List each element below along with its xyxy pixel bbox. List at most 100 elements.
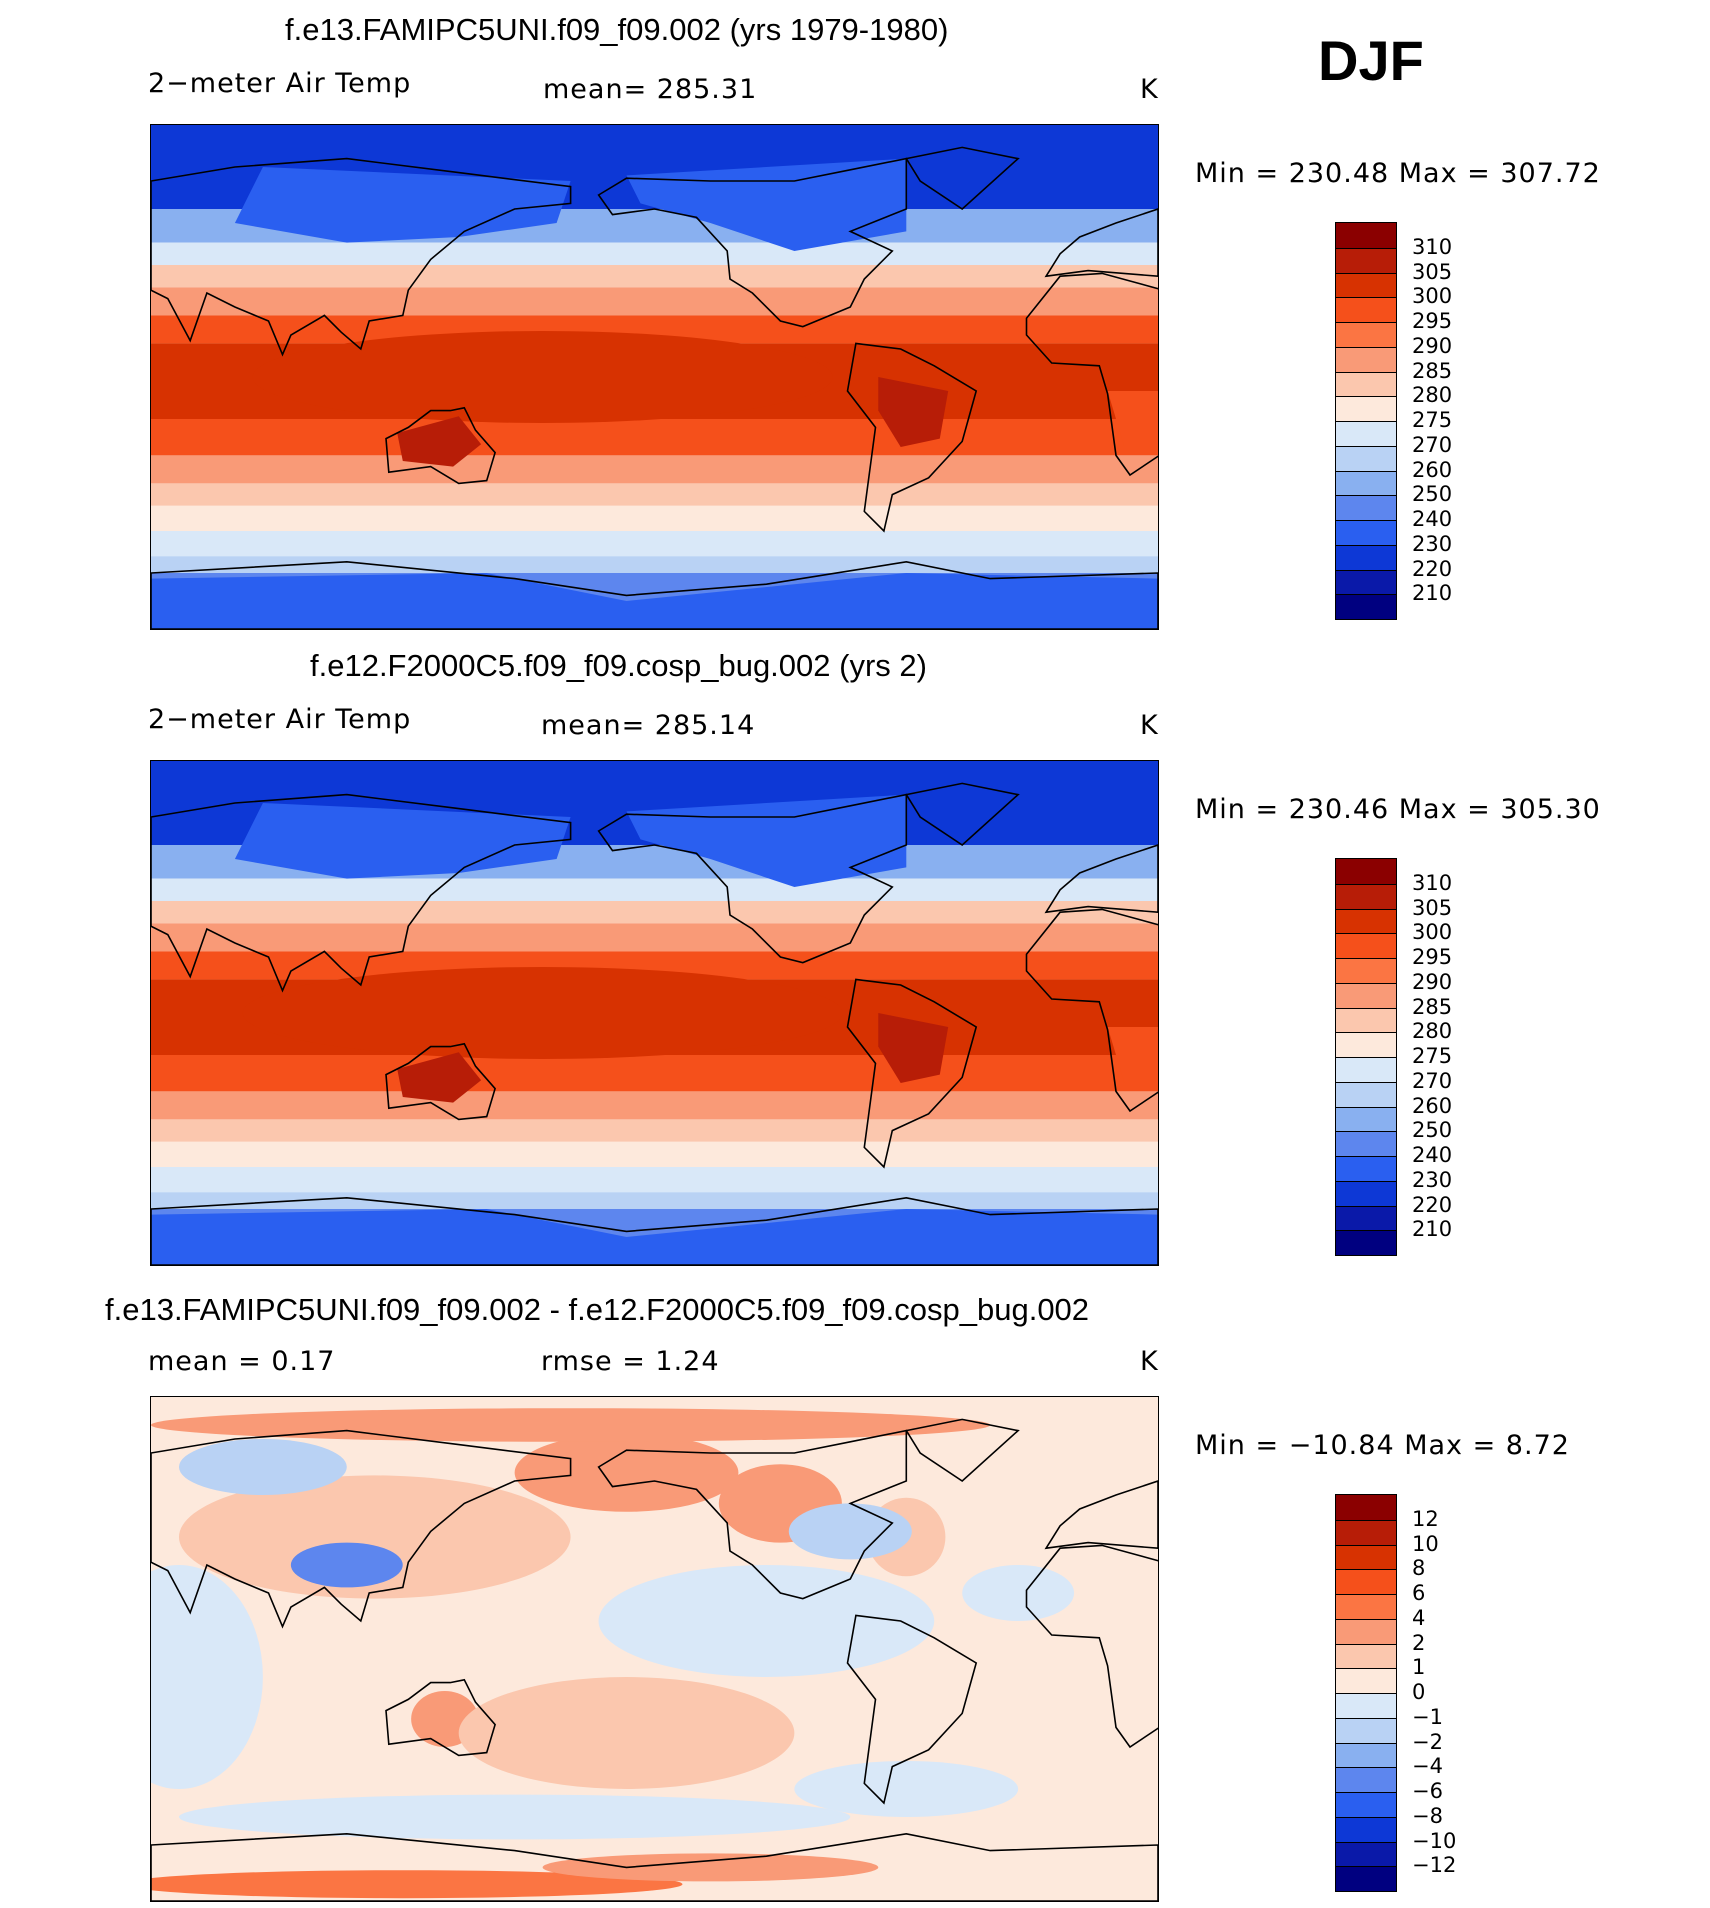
coastline (846, 1614, 978, 1805)
coastline (151, 1832, 1158, 1901)
colorbar-swatch (1336, 958, 1396, 983)
warm-pool (242, 967, 843, 1059)
colorbar-swatch (1336, 1816, 1396, 1842)
coastline (905, 782, 1020, 847)
colorbar-swatch (1336, 247, 1396, 273)
colorbar-swatch (1336, 1057, 1396, 1082)
colorbar-tick-label: −1 (1412, 1704, 1443, 1729)
colorbar-swatch (1336, 1569, 1396, 1594)
panel-1-variable-label: 2−meter Air Temp (148, 68, 412, 99)
colorbar-tick-label: 8 (1412, 1556, 1426, 1581)
colorbar-tick-label: 295 (1412, 309, 1453, 333)
coastline (846, 342, 978, 533)
colorbar-swatch (1336, 297, 1396, 322)
temperature-band (151, 1119, 1158, 1142)
land-warm-southamerica (878, 1013, 949, 1083)
panel-2-mean-label: mean= 285.14 (541, 710, 756, 741)
colorbar-swatch (1336, 421, 1396, 446)
colorbar-tick-label: 275 (1412, 1044, 1453, 1068)
colorbar-swatch (1336, 1205, 1396, 1231)
colorbar-tick-label: 2 (1412, 1630, 1426, 1655)
panel-2-colorbar-labels: 310 305 300 295 290 285 280 275 270 260 250 240 230 2… (1412, 858, 1492, 1254)
panel-3-colorbar (1335, 1494, 1397, 1892)
colorbar-tick-label: −12 (1412, 1853, 1457, 1878)
coastline (151, 157, 572, 357)
temperature-band (151, 1091, 1158, 1120)
colorbar-tick-label: −4 (1412, 1754, 1443, 1779)
colorbar-swatch (1336, 1668, 1396, 1693)
panel-2-map (150, 760, 1159, 1266)
coastline (151, 1196, 1158, 1265)
colorbar-swatch (1336, 1230, 1396, 1255)
colorbar-tick-label: 305 (1412, 895, 1453, 920)
panel-2-minmax: Min = 230.46 Max = 305.30 (1195, 794, 1601, 825)
colorbar-swatch (1336, 1156, 1396, 1181)
colorbar-tick-label: 300 (1412, 284, 1453, 309)
colorbar-swatch (1336, 982, 1396, 1008)
coastline (597, 793, 908, 964)
coastline (1025, 908, 1158, 1113)
panel-1-title: f.e13.FAMIPC5UNI.f09_f09.002 (yrs 1979-1… (285, 12, 949, 47)
coastline (1044, 208, 1158, 278)
colorbar-swatch (1336, 933, 1396, 958)
colorbar-swatch (1336, 1792, 1396, 1817)
colorbar-swatch (1336, 495, 1396, 520)
panel-3-title: f.e13.FAMIPC5UNI.f09_f09.002 - f.e12.F20… (105, 1292, 1090, 1327)
anomaly-region (178, 1794, 851, 1840)
coastline (1044, 1480, 1158, 1550)
panel-3-units-label: K (1140, 1346, 1159, 1377)
panel-3-rmse-label: rmse = 1.24 (541, 1346, 720, 1377)
land-warm-australia (397, 416, 482, 467)
colorbar-swatch (1336, 470, 1396, 496)
colorbar-swatch (1336, 1519, 1396, 1545)
colorbar-swatch (1336, 371, 1396, 397)
map-canvas (151, 761, 1158, 1265)
season-label: DJF (1318, 29, 1424, 92)
colorbar-tick-label: 310 (1412, 870, 1453, 895)
colorbar-tick-label: 260 (1412, 1093, 1453, 1118)
panel-1-units-label: K (1140, 74, 1159, 105)
colorbar-tick-label: 12 (1412, 1506, 1439, 1531)
land-cold-northamerica (626, 794, 907, 887)
anomaly-region (542, 1853, 879, 1882)
colorbar-tick-label: 270 (1412, 1068, 1453, 1093)
temperature-band (151, 419, 1158, 456)
colorbar-tick-label: 275 (1412, 408, 1453, 432)
colorbar-swatch (1336, 1594, 1396, 1619)
colorbar-tick-label: 10 (1412, 1531, 1439, 1556)
antarctica-cold (151, 573, 1158, 629)
temperature-band (151, 901, 1158, 924)
colorbar-swatch (1336, 1495, 1396, 1520)
land-warm-southamerica (878, 377, 949, 447)
anomaly-region (794, 1761, 1019, 1817)
panel-3-colorbar-labels: 12 10 8 6 4 2 1 0 −1 −2 −4 −6 −8 −10 −12 (1412, 1494, 1492, 1890)
temperature-band (151, 265, 1158, 288)
coastline (151, 793, 572, 993)
panel-2-units-label: K (1140, 710, 1159, 741)
colorbar-swatch (1336, 1841, 1396, 1867)
anomaly-region (458, 1677, 795, 1789)
panel-3-map (150, 1396, 1159, 1902)
colorbar-swatch (1336, 1767, 1396, 1792)
colorbar-swatch (1336, 445, 1396, 471)
colorbar-tick-label: 210 (1412, 581, 1453, 606)
colorbar-swatch (1336, 1643, 1396, 1669)
map-canvas (151, 125, 1158, 629)
warm-pool (252, 331, 833, 423)
colorbar-swatch (1336, 569, 1396, 595)
colorbar-tick-label: 280 (1412, 383, 1453, 408)
colorbar-swatch (1336, 1007, 1396, 1033)
temperature-band (151, 483, 1158, 506)
colorbar-tick-label: 270 (1412, 432, 1453, 457)
coastline (1025, 1544, 1158, 1749)
temperature-band (151, 878, 1158, 901)
colorbar-tick-label: 230 (1412, 1167, 1453, 1192)
colorbar-tick-label: 290 (1412, 333, 1453, 358)
coastline (905, 146, 1020, 211)
panel-3-mean-label: mean = 0.17 (148, 1346, 336, 1377)
colorbar-swatch (1336, 1081, 1396, 1107)
colorbar-swatch (1336, 859, 1396, 884)
anomaly-region (290, 1542, 403, 1588)
colorbar-tick-label: 230 (1412, 531, 1453, 556)
anomaly-region (178, 1475, 571, 1599)
